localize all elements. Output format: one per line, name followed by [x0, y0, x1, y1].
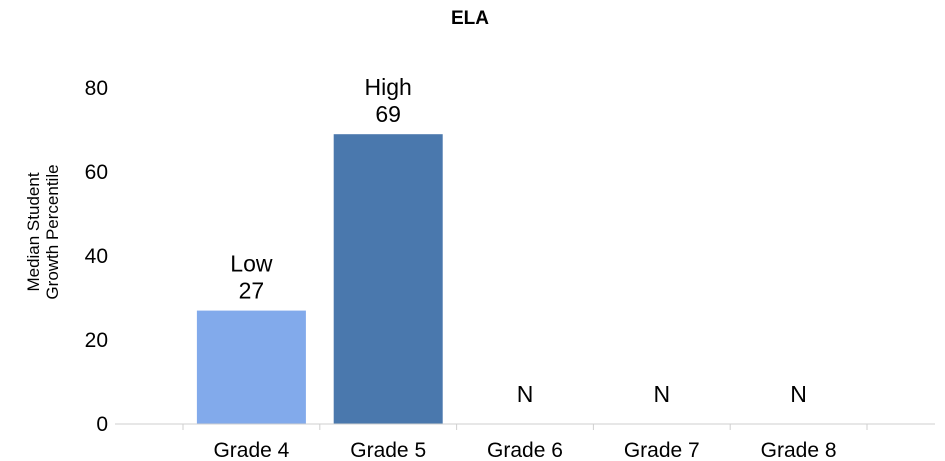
x-axis-ticks: Grade 4 Grade 5 Grade 6 Grade 7 Grade 8 — [182, 424, 868, 461]
y-tick-label: 20 — [85, 329, 108, 352]
x-tick-label: Grade 7 — [624, 439, 700, 461]
bars — [196, 134, 443, 424]
y-axis-label-line-1: Median Student — [24, 172, 43, 291]
x-tick-label: Grade 6 — [487, 439, 563, 461]
x-tick-label: Grade 4 — [213, 439, 289, 461]
y-axis-label-line-2: Growth Percentile — [43, 164, 62, 299]
y-axis-ticks: 0 20 40 60 80 — [85, 77, 108, 436]
data-label: N — [517, 381, 534, 407]
data-label: 27 — [239, 278, 265, 304]
data-label: 69 — [375, 101, 401, 127]
y-tick-label: 0 — [96, 413, 108, 436]
data-label: N — [790, 381, 807, 407]
y-tick-label: 80 — [85, 77, 108, 100]
bar-grade-5 — [333, 134, 443, 424]
data-label: Low — [230, 251, 273, 277]
x-tick-label: Grade 8 — [761, 439, 837, 461]
y-axis-label: Median Student Growth Percentile — [24, 164, 62, 299]
bar-grade-4 — [196, 310, 306, 424]
data-label: N — [653, 381, 670, 407]
y-tick-label: 60 — [85, 161, 108, 184]
y-tick-label: 40 — [85, 245, 108, 268]
chart-title: ELA — [451, 8, 489, 29]
x-tick-label: Grade 5 — [350, 439, 426, 461]
data-label: High — [365, 74, 412, 100]
